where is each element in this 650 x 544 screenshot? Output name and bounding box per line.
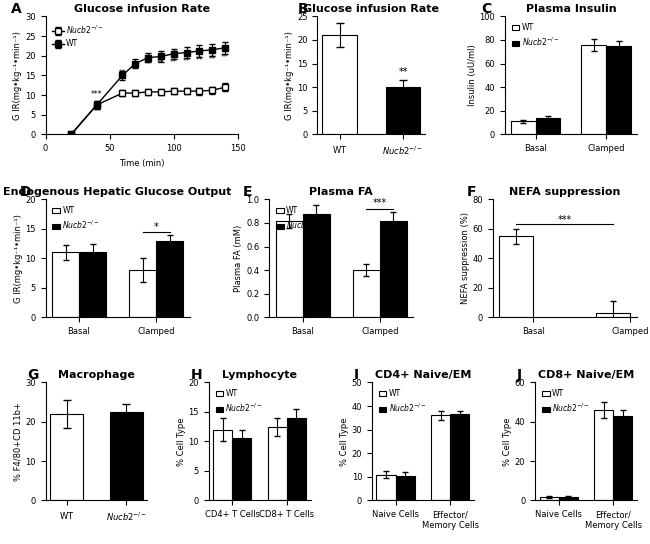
Title: Glucose infusion Rate: Glucose infusion Rate (73, 4, 210, 14)
Y-axis label: % Cell Type: % Cell Type (340, 417, 348, 466)
Legend: WT, $Nucb2^{-/-}$: WT, $Nucb2^{-/-}$ (273, 203, 327, 234)
Bar (376, 474, 396, 500)
Text: H: H (190, 368, 202, 382)
Text: I: I (354, 368, 359, 382)
Bar (499, 236, 533, 318)
Text: **: ** (398, 67, 408, 77)
Text: J: J (517, 368, 522, 382)
Text: **: ** (209, 55, 216, 64)
Text: **: ** (221, 53, 229, 61)
Bar (536, 118, 560, 134)
Text: **: ** (170, 58, 177, 66)
Text: *: * (154, 222, 159, 232)
Legend: WT, $Nucb2^{-/-}$: WT, $Nucb2^{-/-}$ (508, 20, 562, 52)
Legend: WT, $Nucb2^{-/-}$: WT, $Nucb2^{-/-}$ (376, 386, 430, 418)
Text: E: E (243, 185, 253, 199)
Y-axis label: G IR(mg•kg⁻¹•min⁻¹): G IR(mg•kg⁻¹•min⁻¹) (14, 214, 23, 303)
Title: CD4+ Naive/EM: CD4+ Naive/EM (374, 370, 471, 380)
Text: ***: *** (558, 215, 572, 225)
Text: B: B (298, 2, 308, 16)
Text: **: ** (157, 59, 165, 69)
Text: D: D (20, 185, 31, 199)
Bar (50, 414, 83, 500)
Y-axis label: G IR(mg•kg⁻¹•min⁻¹): G IR(mg•kg⁻¹•min⁻¹) (285, 31, 294, 120)
Legend: WT, $Nucb2^{-/-}$: WT, $Nucb2^{-/-}$ (539, 386, 593, 418)
Text: **: ** (118, 69, 126, 78)
Y-axis label: Plasma FA (mM): Plasma FA (mM) (235, 225, 243, 292)
Bar (396, 475, 415, 500)
Text: **: ** (131, 64, 139, 72)
Bar (303, 214, 330, 318)
Bar (268, 426, 287, 500)
Bar (614, 416, 632, 500)
Bar (385, 87, 421, 134)
Bar (322, 35, 357, 134)
Title: Lymphocyte: Lymphocyte (222, 370, 297, 380)
Text: **: ** (196, 56, 203, 65)
Bar (276, 221, 303, 318)
Y-axis label: % F4/80+CD 11b+: % F4/80+CD 11b+ (14, 402, 22, 481)
X-axis label: Time (min): Time (min) (119, 159, 164, 168)
Text: **: ** (183, 57, 190, 66)
Y-axis label: % Cell Type: % Cell Type (503, 417, 512, 466)
Bar (110, 412, 143, 500)
Bar (582, 45, 606, 134)
Bar (511, 121, 536, 134)
Bar (213, 430, 233, 500)
Bar (606, 46, 631, 134)
Bar (129, 270, 156, 318)
Title: Plasma Insulin: Plasma Insulin (526, 4, 616, 14)
Title: CD8+ Naive/EM: CD8+ Naive/EM (538, 370, 634, 380)
Bar (559, 497, 578, 500)
Bar (287, 418, 306, 500)
Legend: WT, $Nucb2^{-/-}$: WT, $Nucb2^{-/-}$ (49, 203, 103, 234)
Text: F: F (467, 185, 476, 199)
Bar (353, 270, 380, 318)
Bar (594, 410, 614, 500)
Bar (52, 252, 79, 318)
Text: **: ** (144, 60, 152, 69)
Text: ***: *** (91, 90, 103, 99)
Bar (540, 497, 559, 500)
Bar (380, 221, 407, 318)
Y-axis label: NEFA suppression (%): NEFA suppression (%) (461, 212, 469, 305)
Title: Glucose infusion Rate: Glucose infusion Rate (304, 4, 439, 14)
Legend: $Nucb2^{-/-}$, WT: $Nucb2^{-/-}$, WT (49, 20, 107, 52)
Y-axis label: G IR(mg•kg⁻¹•min⁻¹): G IR(mg•kg⁻¹•min⁻¹) (14, 31, 22, 120)
Title: Endogenous Hepatic Glucose Output: Endogenous Hepatic Glucose Output (3, 187, 232, 197)
Title: NEFA suppression: NEFA suppression (509, 187, 621, 197)
Bar (431, 416, 450, 500)
Text: G: G (27, 368, 38, 382)
Bar (450, 415, 469, 500)
Bar (79, 252, 106, 318)
Bar (597, 313, 630, 318)
Bar (233, 438, 252, 500)
Text: A: A (11, 2, 21, 16)
Title: Plasma FA: Plasma FA (309, 187, 373, 197)
Text: ***: *** (372, 199, 387, 208)
Legend: WT, $Nucb2^{-/-}$: WT, $Nucb2^{-/-}$ (213, 386, 266, 418)
Y-axis label: Insulin (uU/ml): Insulin (uU/ml) (467, 45, 476, 106)
Y-axis label: % Cell Type: % Cell Type (177, 417, 186, 466)
Title: Macrophage: Macrophage (58, 370, 135, 380)
Bar (156, 240, 183, 318)
Text: C: C (481, 2, 491, 16)
